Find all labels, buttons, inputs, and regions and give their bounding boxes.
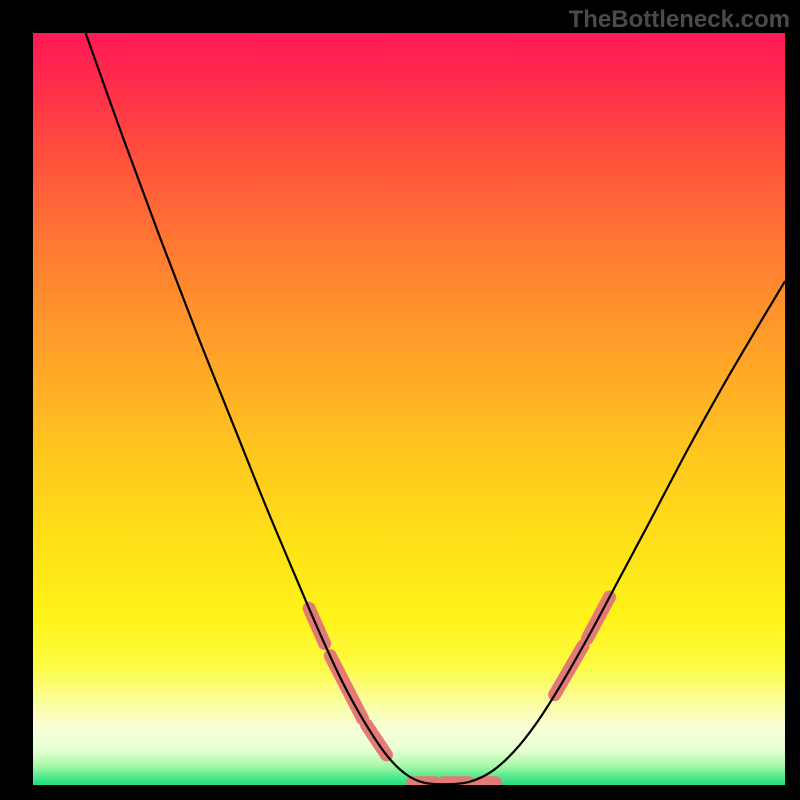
- frame-border-left: [0, 0, 33, 800]
- plot-background-gradient: [33, 33, 785, 785]
- frame-border-right: [785, 0, 800, 800]
- chart-container: TheBottleneck.com: [0, 0, 800, 800]
- bottleneck-chart: [0, 0, 800, 800]
- frame-border-bottom: [0, 785, 800, 800]
- watermark-text: TheBottleneck.com: [569, 6, 790, 34]
